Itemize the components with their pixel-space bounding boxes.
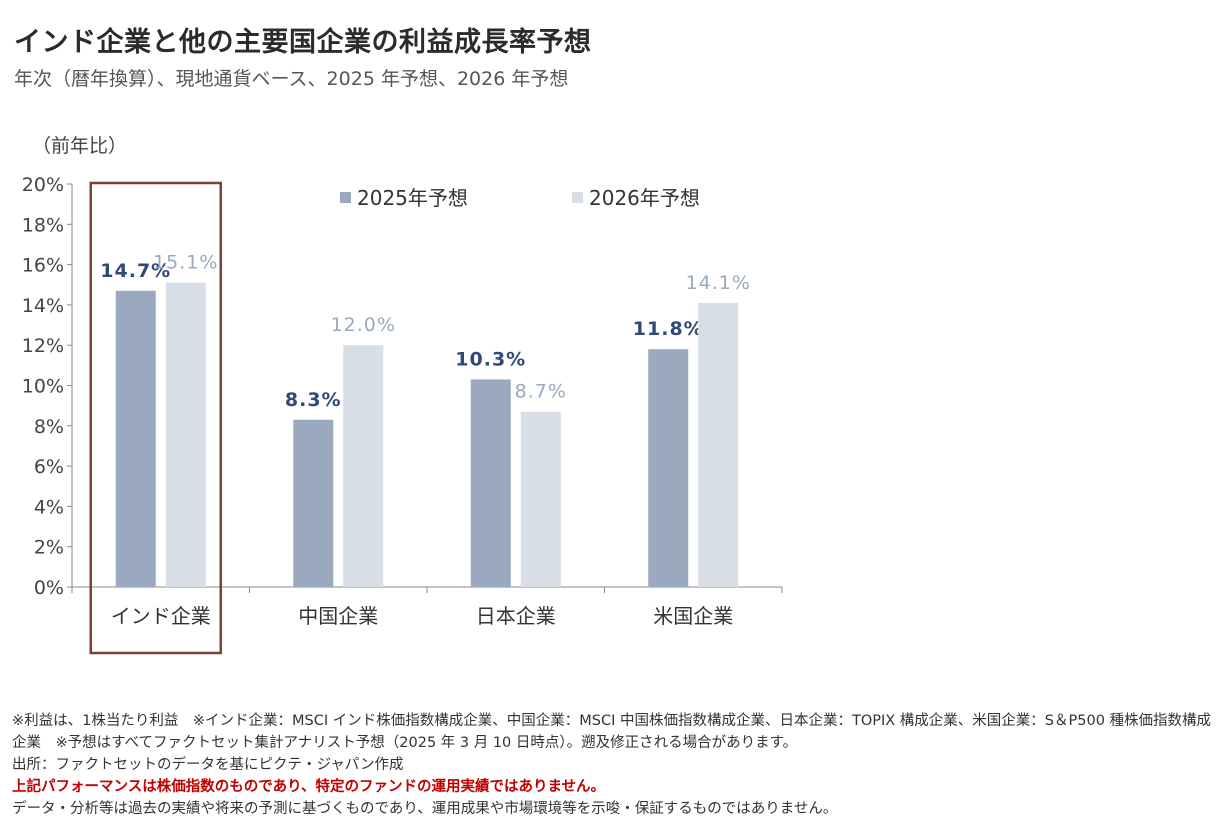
- y-tick-label: 6%: [34, 456, 64, 478]
- y-tick-label: 10%: [22, 376, 64, 398]
- footnote-source: 出所：ファクトセットのデータを基にピクテ・ジャパン作成: [12, 757, 404, 773]
- data-label: 14.1%: [686, 272, 751, 294]
- x-tick-label: 中国企業: [298, 604, 378, 628]
- footnote-disclaimer: データ・分析等は過去の実績や将来の予測に基づくものであり、運用成果や市場環境等を…: [12, 801, 838, 817]
- data-label: 11.8%: [633, 318, 704, 340]
- bar: [115, 290, 156, 587]
- y-axis-label: （前年比）: [32, 135, 127, 157]
- data-label: 14.7%: [100, 260, 171, 282]
- y-tick-label: 4%: [34, 496, 64, 518]
- bar: [165, 282, 206, 587]
- x-tick-label: 日本企業: [476, 604, 556, 628]
- y-tick-label: 20%: [22, 174, 64, 196]
- y-tick-label: 0%: [34, 577, 64, 599]
- legend-swatch: [340, 192, 351, 203]
- footnote-warning: 上記パフォーマンスは株価指数のものであり、特定のファンドの運用実績ではありません…: [12, 779, 606, 795]
- legend-label: 2025年予想: [357, 186, 468, 210]
- y-tick-label: 12%: [22, 335, 64, 357]
- x-tick-label: インド企業: [111, 604, 211, 628]
- y-tick-label: 14%: [22, 295, 64, 317]
- y-tick-label: 16%: [22, 255, 64, 277]
- x-tick-label: 米国企業: [653, 604, 733, 628]
- bar: [648, 349, 689, 587]
- highlight-box: [89, 181, 222, 655]
- footnotes: ※利益は、1株当たり利益 ※インド企業：MSCI インド株価指数構成企業、中国企…: [12, 710, 1212, 820]
- bar: [343, 345, 384, 587]
- chart-subtitle: 年次（暦年換算）、現地通貨ベース、2025 年予想、2026 年予想: [14, 68, 569, 90]
- data-label: 8.3%: [285, 389, 342, 411]
- y-tick-label: 8%: [34, 416, 64, 438]
- bar-chart: （前年比） 0% 2% 4% 6% 8% 10% 12% 14% 16% 18% 20% インド企業 14…: [22, 135, 783, 655]
- bar: [520, 411, 561, 587]
- legend-swatch: [572, 192, 583, 203]
- bar: [698, 302, 739, 587]
- data-label: 10.3%: [455, 348, 526, 370]
- bar: [470, 379, 511, 587]
- y-tick-label: 18%: [22, 214, 64, 236]
- footnote-definitions: ※利益は、1株当たり利益 ※インド企業：MSCI インド株価指数構成企業、中国企…: [12, 713, 1212, 751]
- legend-label: 2026年予想: [589, 186, 700, 210]
- bar: [293, 419, 334, 587]
- chart-title: インド企業と他の主要国企業の利益成長率予想: [14, 27, 592, 58]
- data-label: 12.0%: [331, 314, 396, 336]
- y-tick-label: 2%: [34, 537, 64, 559]
- data-label: 15.1%: [153, 252, 218, 274]
- data-label: 8.7%: [515, 381, 567, 403]
